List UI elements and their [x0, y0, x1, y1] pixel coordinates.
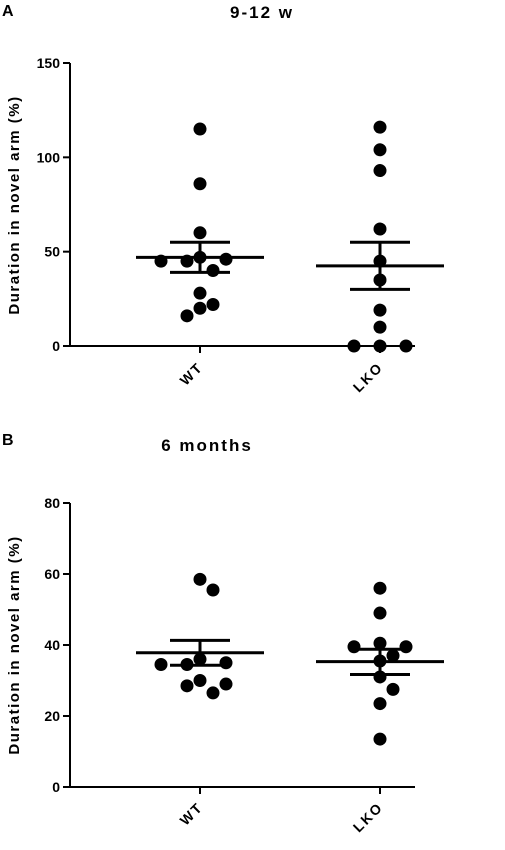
data-point: [206, 264, 220, 278]
panel-letter: B: [2, 432, 14, 449]
axes: [69, 63, 415, 347]
chart-title: 9-12 w: [230, 3, 294, 22]
data-point: [373, 606, 387, 620]
data-point: [373, 164, 387, 178]
data-point: [193, 226, 207, 240]
data-point: [206, 686, 220, 700]
mean-sem-bars: [136, 638, 444, 676]
data-point: [373, 320, 387, 334]
data-point: [373, 120, 387, 134]
data-point: [219, 252, 233, 266]
y-tick-label: 150: [37, 55, 61, 71]
y-tick-label: 60: [44, 566, 60, 582]
data-point: [180, 679, 194, 693]
category-labels: WT LKO: [177, 787, 386, 835]
data-point: [373, 636, 387, 650]
data-point: [386, 682, 400, 696]
data-point: [347, 640, 361, 654]
x-tick-label: WT: [177, 799, 207, 829]
data-point: [154, 658, 168, 672]
y-tick-label: 0: [52, 338, 60, 354]
x-tick-label: LKO: [350, 359, 386, 395]
data-point: [373, 697, 387, 711]
data-point: [193, 572, 207, 586]
data-point: [399, 339, 413, 353]
data-point: [180, 309, 194, 323]
data-point: [373, 222, 387, 236]
data-point: [373, 732, 387, 746]
data-point: [206, 583, 220, 597]
axes: [69, 503, 415, 788]
y-tick-label: 0: [52, 779, 60, 795]
data-point: [399, 640, 413, 654]
data-points: [154, 572, 413, 746]
data-point: [193, 301, 207, 315]
y-ticks: 0 50 100 150: [37, 55, 70, 354]
panel-letter: A: [2, 3, 14, 20]
data-point: [373, 143, 387, 157]
x-tick-label: LKO: [350, 799, 386, 835]
data-point: [373, 339, 387, 353]
x-tick-label: WT: [177, 359, 207, 389]
data-points: [154, 120, 413, 353]
panel-b: B 6 months Duration in novel arm (%) 0 20…: [2, 432, 444, 835]
y-tick-label: 40: [44, 637, 60, 653]
y-tick-label: 50: [44, 244, 60, 260]
mean-sem-bars: [136, 240, 444, 291]
y-ticks: 0 20 40 60 80: [44, 495, 70, 795]
y-tick-label: 100: [37, 149, 61, 165]
data-point: [219, 677, 233, 691]
data-point: [193, 177, 207, 191]
data-point: [193, 674, 207, 687]
panel-a: A 9-12 w Duration in novel arm (%) 0 50 10…: [2, 3, 444, 395]
data-point: [219, 656, 233, 670]
data-point: [193, 122, 207, 136]
data-point: [373, 303, 387, 317]
chart-title: 6 months: [161, 436, 253, 455]
category-labels: WT LKO: [177, 346, 386, 395]
y-axis-label: Duration in novel arm (%): [6, 95, 23, 314]
y-tick-label: 20: [44, 708, 60, 724]
y-axis-label: Duration in novel arm (%): [6, 535, 23, 754]
data-point: [193, 286, 207, 300]
data-point: [347, 339, 361, 353]
data-point: [206, 297, 220, 311]
data-point: [386, 649, 400, 663]
y-tick-label: 80: [44, 495, 60, 511]
data-point: [373, 581, 387, 595]
